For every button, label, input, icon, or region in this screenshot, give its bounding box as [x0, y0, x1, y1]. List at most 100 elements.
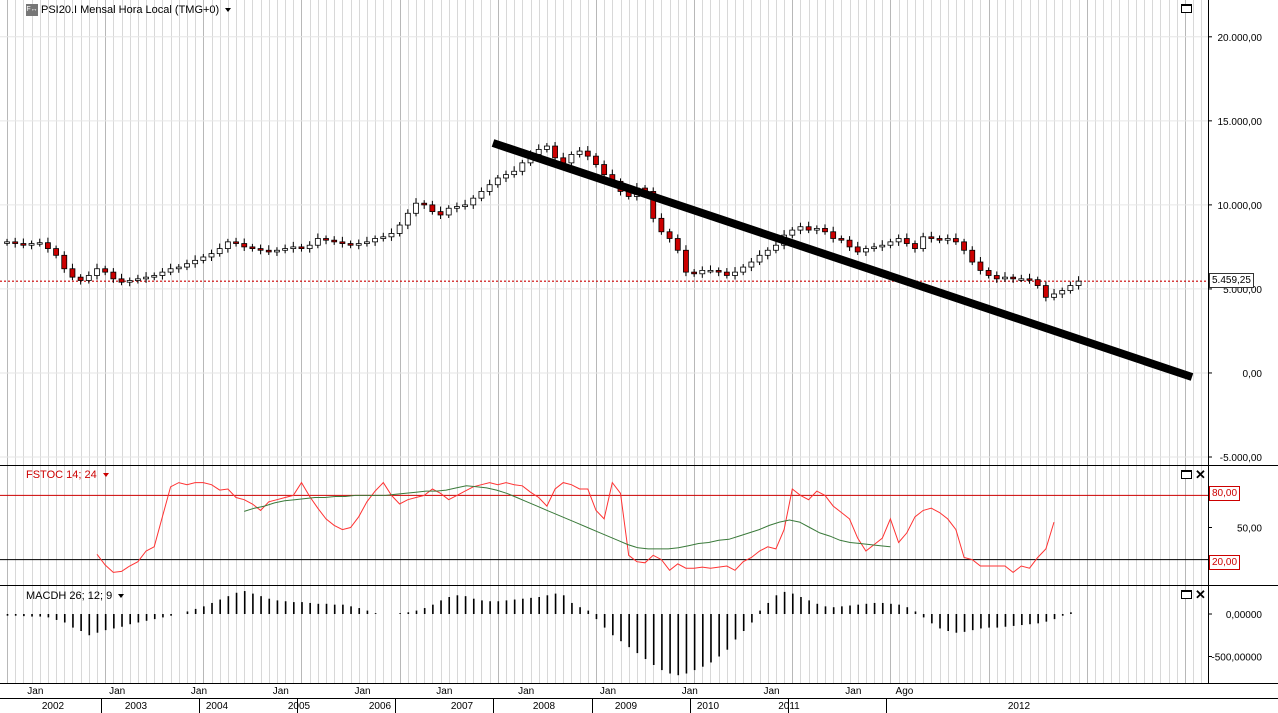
candle-body [28, 243, 35, 246]
candle-body [952, 238, 959, 243]
candle-body [110, 271, 117, 280]
x-year-label: 2007 [451, 701, 474, 712]
x-year-label: 2004 [206, 701, 229, 712]
candle-body [985, 270, 992, 276]
candle-body [494, 177, 501, 186]
candle-body [36, 242, 43, 245]
candle-body [822, 228, 828, 233]
x-month-label: Jan [27, 686, 43, 697]
candle-body [740, 266, 747, 273]
x-year-label: 2009 [615, 701, 638, 712]
candle-body [928, 236, 935, 239]
candle-body [314, 238, 321, 246]
candle-body [200, 256, 207, 261]
candle-body [208, 253, 215, 258]
x-year-label: 2006 [369, 701, 392, 712]
x-month-label: Jan [845, 686, 861, 697]
candle-body [102, 268, 109, 273]
x-year-label: 2012 [1008, 701, 1031, 712]
candle-body [658, 217, 665, 233]
maximize-main-button[interactable] [1181, 4, 1192, 13]
candle-body [699, 270, 706, 275]
candle-body [85, 275, 92, 281]
y-tick-label: 5.000,00 [1223, 285, 1262, 296]
stoch-lower-level-tag: 20,00 [1209, 555, 1241, 570]
trend-line [491, 139, 1194, 381]
y-tick-label: 15.000,00 [1218, 117, 1263, 128]
x-month-label: Jan [682, 686, 698, 697]
chevron-down-icon[interactable] [225, 8, 232, 13]
candle-body [830, 231, 837, 239]
chevron-down-icon[interactable] [118, 594, 125, 599]
chevron-down-icon[interactable] [102, 473, 109, 478]
candle-body [683, 249, 689, 273]
last-price-tag: 5.459,25 [1209, 273, 1254, 288]
candle-body [961, 241, 967, 251]
candle-body [552, 145, 558, 159]
stoch-k-line [96, 481, 1055, 574]
candle-body [503, 174, 509, 179]
candle-body [462, 204, 468, 207]
y-tick-label: 10.000,00 [1218, 201, 1263, 212]
candle-body [576, 150, 583, 155]
candle-body [167, 268, 174, 273]
candle-body [486, 184, 493, 192]
macd-y-tick-label: -500,00000 [1211, 653, 1262, 664]
candle-body [265, 249, 272, 253]
candle-body [134, 278, 141, 281]
candle-body [789, 229, 796, 236]
candle-body [912, 243, 918, 249]
candle-body [797, 226, 804, 231]
candle-body [1034, 279, 1041, 286]
candle-body [601, 164, 608, 176]
candle-body [143, 276, 149, 280]
candle-body [674, 238, 681, 251]
x-month-label: Ago [896, 686, 914, 697]
candle-body [895, 238, 902, 243]
x-year-label: 2003 [125, 701, 148, 712]
x-month-label: Jan [109, 686, 125, 697]
candle-body [773, 244, 779, 251]
candle-body [192, 259, 199, 265]
x-month-label: Jan [191, 686, 207, 697]
candle-body [519, 162, 526, 172]
candle-body [396, 224, 403, 234]
candle-body [61, 254, 68, 270]
candle-body [413, 202, 419, 214]
stoch-y-tick-label: 50,00 [1237, 524, 1262, 535]
candle-body [339, 241, 346, 244]
candle-body [118, 278, 125, 283]
candle-body [846, 239, 853, 248]
macd-title[interactable]: MACDH 26; 12; 9 [26, 590, 125, 602]
candle-body [298, 246, 305, 249]
close-macd-icon[interactable]: ✕ [1195, 587, 1206, 602]
maximize-stoch-button[interactable] [1181, 470, 1192, 479]
candle-body [257, 248, 264, 251]
candle-body [380, 236, 387, 239]
candle-body [388, 233, 395, 238]
candle-body [478, 191, 485, 199]
candle-body [764, 249, 771, 256]
candle-body [437, 211, 444, 216]
candle-body [543, 145, 550, 150]
candle-body [707, 270, 714, 273]
candle-body [969, 249, 976, 263]
candle-body [756, 254, 763, 263]
maximize-macd-button[interactable] [1181, 590, 1192, 599]
x-month-label: Jan [436, 686, 452, 697]
candle-body [936, 238, 943, 241]
candle-body [331, 239, 338, 243]
candle-body [748, 261, 755, 268]
candle-body [1042, 285, 1049, 298]
candle-body [1075, 280, 1082, 286]
candle-body [282, 248, 289, 251]
close-stoch-icon[interactable]: ✕ [1195, 467, 1206, 482]
candle-body [1018, 278, 1025, 281]
candle-body [20, 243, 27, 246]
candle-body [249, 246, 256, 249]
stoch-title[interactable]: FSTOC 14; 24 [26, 469, 109, 481]
main-chart-title[interactable]: F↔ PSI20.I Mensal Hora Local (TMG+0) [26, 4, 232, 17]
candle-body [838, 238, 845, 241]
candle-body [175, 266, 182, 270]
candle-body [568, 154, 575, 164]
